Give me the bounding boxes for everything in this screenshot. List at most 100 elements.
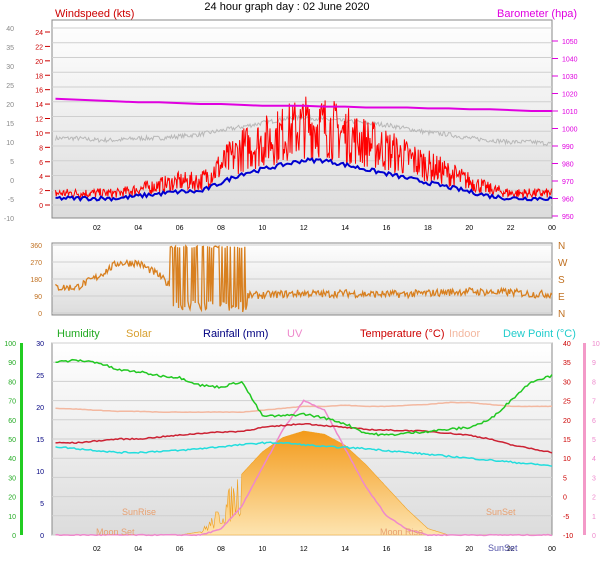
- windspeed-tick: 4: [39, 174, 43, 181]
- direction-tick: 0: [38, 311, 42, 318]
- barometer-tick: 1030: [562, 74, 578, 81]
- windspeed-outer-tick: 40: [6, 26, 14, 33]
- top-x-tick: 02: [93, 225, 101, 232]
- compass-letter: S: [558, 275, 565, 286]
- windspeed-outer-tick: 15: [6, 121, 14, 128]
- temperature-tick: 35: [563, 360, 571, 367]
- direction-tick: 270: [30, 260, 42, 267]
- windspeed-tick: 12: [35, 117, 43, 124]
- direction-tick: 180: [30, 277, 42, 284]
- humidity-tick: 0: [12, 533, 16, 540]
- top-x-tick: 14: [341, 225, 349, 232]
- chart-title: 24 hour graph day : 02 June 2020: [204, 1, 369, 13]
- bottom-x-tick: 02: [93, 546, 101, 553]
- barometer-tick: 1040: [562, 57, 578, 64]
- top-x-tick: 12: [300, 225, 308, 232]
- rainfall-tick: 0: [40, 533, 44, 540]
- windspeed-outer-tick: 20: [6, 102, 14, 109]
- humidity-tick: 100: [4, 341, 16, 348]
- uv-tick: 2: [592, 495, 596, 502]
- barometer-line: [55, 97, 552, 112]
- uv-tick: 7: [592, 399, 596, 406]
- windspeed-tick: 14: [35, 102, 43, 109]
- barometer-tick: 990: [562, 144, 574, 151]
- wind-direction-line: [55, 244, 553, 313]
- top-x-tick: 18: [424, 225, 432, 232]
- barometer-tick: 1050: [562, 39, 578, 46]
- moonrise-annotation: Moon Rise: [380, 527, 423, 537]
- temperature-tick: 40: [563, 341, 571, 348]
- indoor-line: [55, 401, 552, 414]
- uv-tick: 0: [592, 533, 596, 540]
- compass-letter: N: [558, 309, 565, 320]
- uv-tick: 4: [592, 456, 596, 463]
- bottom-x-tick: 08: [217, 546, 225, 553]
- humidity-tick: 60: [8, 418, 16, 425]
- temperature-label: Temperature (°C): [360, 328, 444, 340]
- windspeed-tick: 8: [39, 145, 43, 152]
- top-x-tick: 20: [465, 225, 473, 232]
- bottom-x-tick: 18: [424, 546, 432, 553]
- bottom-x-tick: 16: [383, 546, 391, 553]
- rainfall-tick: 25: [36, 373, 44, 380]
- moonset-annotation: Moon Set: [96, 527, 135, 537]
- windspeed-outer-tick: 25: [6, 83, 14, 90]
- bottom-x-tick: 22: [507, 546, 515, 553]
- humidity-tick: 90: [8, 360, 16, 367]
- windspeed-outer-tick: 5: [10, 159, 14, 166]
- dewpoint-line: [55, 441, 553, 467]
- compass-letter: N: [558, 241, 565, 252]
- bottom-x-tick: 06: [176, 546, 184, 553]
- uv-tick: 6: [592, 418, 596, 425]
- windspeed-label: Windspeed (kts): [55, 8, 134, 20]
- bottom-x-tick: 04: [134, 546, 142, 553]
- barometer-label: Barometer (hpa): [497, 8, 577, 20]
- top-x-tick: 00: [548, 225, 556, 232]
- humidity-axis-bar: [20, 343, 23, 535]
- windspeed-outer-tick: 10: [6, 140, 14, 147]
- top-x-tick: 04: [134, 225, 142, 232]
- bottom-x-tick: 10: [258, 546, 266, 553]
- windspeed-tick: 16: [35, 88, 43, 95]
- bottom-x-tick: 12: [300, 546, 308, 553]
- windspeed-outer-tick: 30: [6, 64, 14, 71]
- windspeed-tick: 20: [35, 59, 43, 66]
- windspeed-line: [55, 96, 553, 200]
- top-x-tick: 22: [507, 225, 515, 232]
- uv-label: UV: [287, 328, 303, 340]
- windspeed-tick: 22: [35, 44, 43, 51]
- humidity-tick: 70: [8, 399, 16, 406]
- temperature-tick: -10: [563, 533, 573, 540]
- temperature-line: [55, 422, 553, 454]
- temperature-tick: -5: [563, 514, 569, 521]
- windspeed-tick: 6: [39, 160, 43, 167]
- barometer-tick: 1010: [562, 109, 578, 116]
- rainfall-tick: 15: [36, 437, 44, 444]
- indoor-label: Indoor: [449, 328, 481, 340]
- sunrise-annotation: SunRise: [122, 507, 156, 517]
- compass-letter: W: [558, 258, 568, 269]
- barometer-tick: 1020: [562, 92, 578, 99]
- temperature-tick: 5: [563, 475, 567, 482]
- top-x-tick: 16: [383, 225, 391, 232]
- direction-tick: 360: [30, 243, 42, 250]
- uv-tick: 8: [592, 379, 596, 386]
- humidity-label: Humidity: [57, 328, 100, 340]
- dewpoint-label: Dew Point (°C): [503, 328, 576, 340]
- uv-tick: 10: [592, 341, 600, 348]
- humidity-tick: 50: [8, 437, 16, 444]
- bottom-x-tick: 14: [341, 546, 349, 553]
- barometer-tick: 960: [562, 197, 574, 204]
- windspeed-tick: 0: [39, 203, 43, 210]
- humidity-tick: 10: [8, 514, 16, 521]
- rainfall-tick: 20: [36, 405, 44, 412]
- top-x-tick: 06: [176, 225, 184, 232]
- temperature-tick: 25: [563, 399, 571, 406]
- windspeed-tick: 10: [35, 131, 43, 138]
- sunset-bottom-annotation: SunSet: [488, 543, 518, 553]
- rainfall-label: Rainfall (mm): [203, 328, 268, 340]
- humidity-tick: 30: [8, 475, 16, 482]
- direction-tick: 90: [34, 294, 42, 301]
- uv-line: [55, 399, 553, 537]
